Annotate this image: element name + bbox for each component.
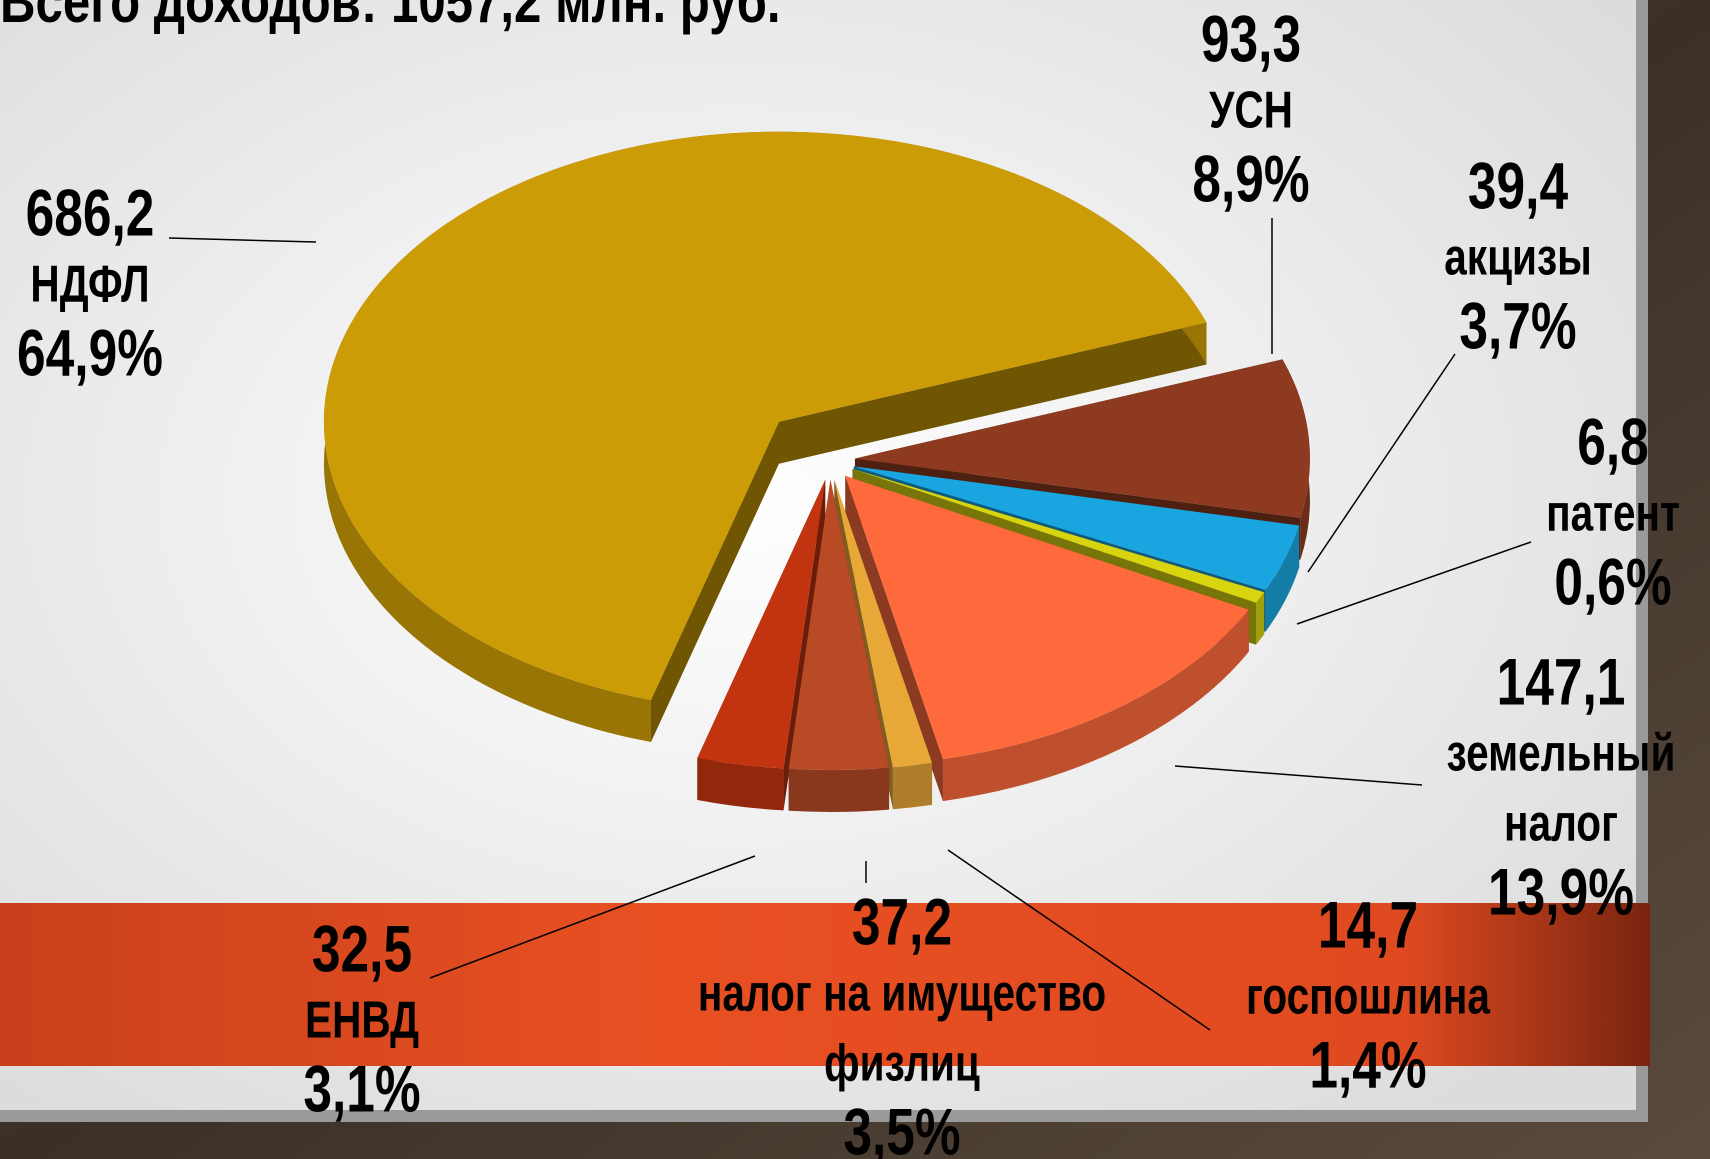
slice-rim xyxy=(788,767,890,812)
leader-line xyxy=(168,237,317,243)
data-label: УСН xyxy=(1209,81,1293,139)
data-label: 3,5% xyxy=(843,1094,960,1159)
slice xyxy=(697,479,826,769)
leader-line xyxy=(1307,353,1456,573)
leader-line xyxy=(947,849,1211,1031)
chart-title: Всего доходов: 1057,2 млн. руб. xyxy=(0,0,781,35)
data-label: 147,1 xyxy=(1497,644,1626,719)
slice-rim xyxy=(1255,592,1265,645)
slice xyxy=(834,479,933,768)
slice xyxy=(852,468,1265,603)
data-label: акцизы xyxy=(1444,228,1592,286)
data-label: 3,1% xyxy=(303,1051,420,1126)
data-label: 93,3 xyxy=(1201,1,1301,76)
data-label: патент xyxy=(1546,484,1680,542)
slice xyxy=(845,475,1249,760)
data-label: налог xyxy=(1504,794,1618,852)
slice-rim xyxy=(697,757,784,811)
data-label: 39,4 xyxy=(1468,148,1568,223)
band xyxy=(0,903,1650,1066)
data-label: ЕНВД xyxy=(305,991,419,1049)
data-label: 14,7 xyxy=(1318,887,1418,962)
leader-line xyxy=(429,855,756,979)
slice xyxy=(323,131,1207,700)
data-label: 32,5 xyxy=(312,911,412,986)
data-label: 13,9% xyxy=(1488,854,1634,929)
data-label: физлиц xyxy=(824,1034,980,1092)
slice xyxy=(854,359,1310,518)
slice xyxy=(788,479,890,770)
leader-line xyxy=(1174,765,1423,786)
data-label: 3,7% xyxy=(1459,288,1576,363)
leader-line xyxy=(1296,541,1532,625)
data-label: 1,4% xyxy=(1309,1027,1426,1102)
data-label: земельный xyxy=(1447,724,1676,782)
data-label: 64,9% xyxy=(17,315,163,390)
data-label: 8,9% xyxy=(1192,141,1309,216)
data-label: госпошлина xyxy=(1246,967,1491,1025)
slice-side xyxy=(650,322,1207,742)
data-label: НДФЛ xyxy=(30,255,149,313)
slice-rim xyxy=(1265,525,1300,632)
pie xyxy=(323,131,1310,812)
slice xyxy=(853,466,1300,590)
data-label: 0,6% xyxy=(1554,544,1671,619)
data-label: 6,8 xyxy=(1577,404,1649,479)
data-label: 686,2 xyxy=(26,175,155,250)
data-label: 37,2 xyxy=(852,884,952,959)
slice-rim xyxy=(892,762,933,810)
slice-rim xyxy=(942,609,1249,802)
data-label: налог на имущество xyxy=(698,964,1106,1022)
